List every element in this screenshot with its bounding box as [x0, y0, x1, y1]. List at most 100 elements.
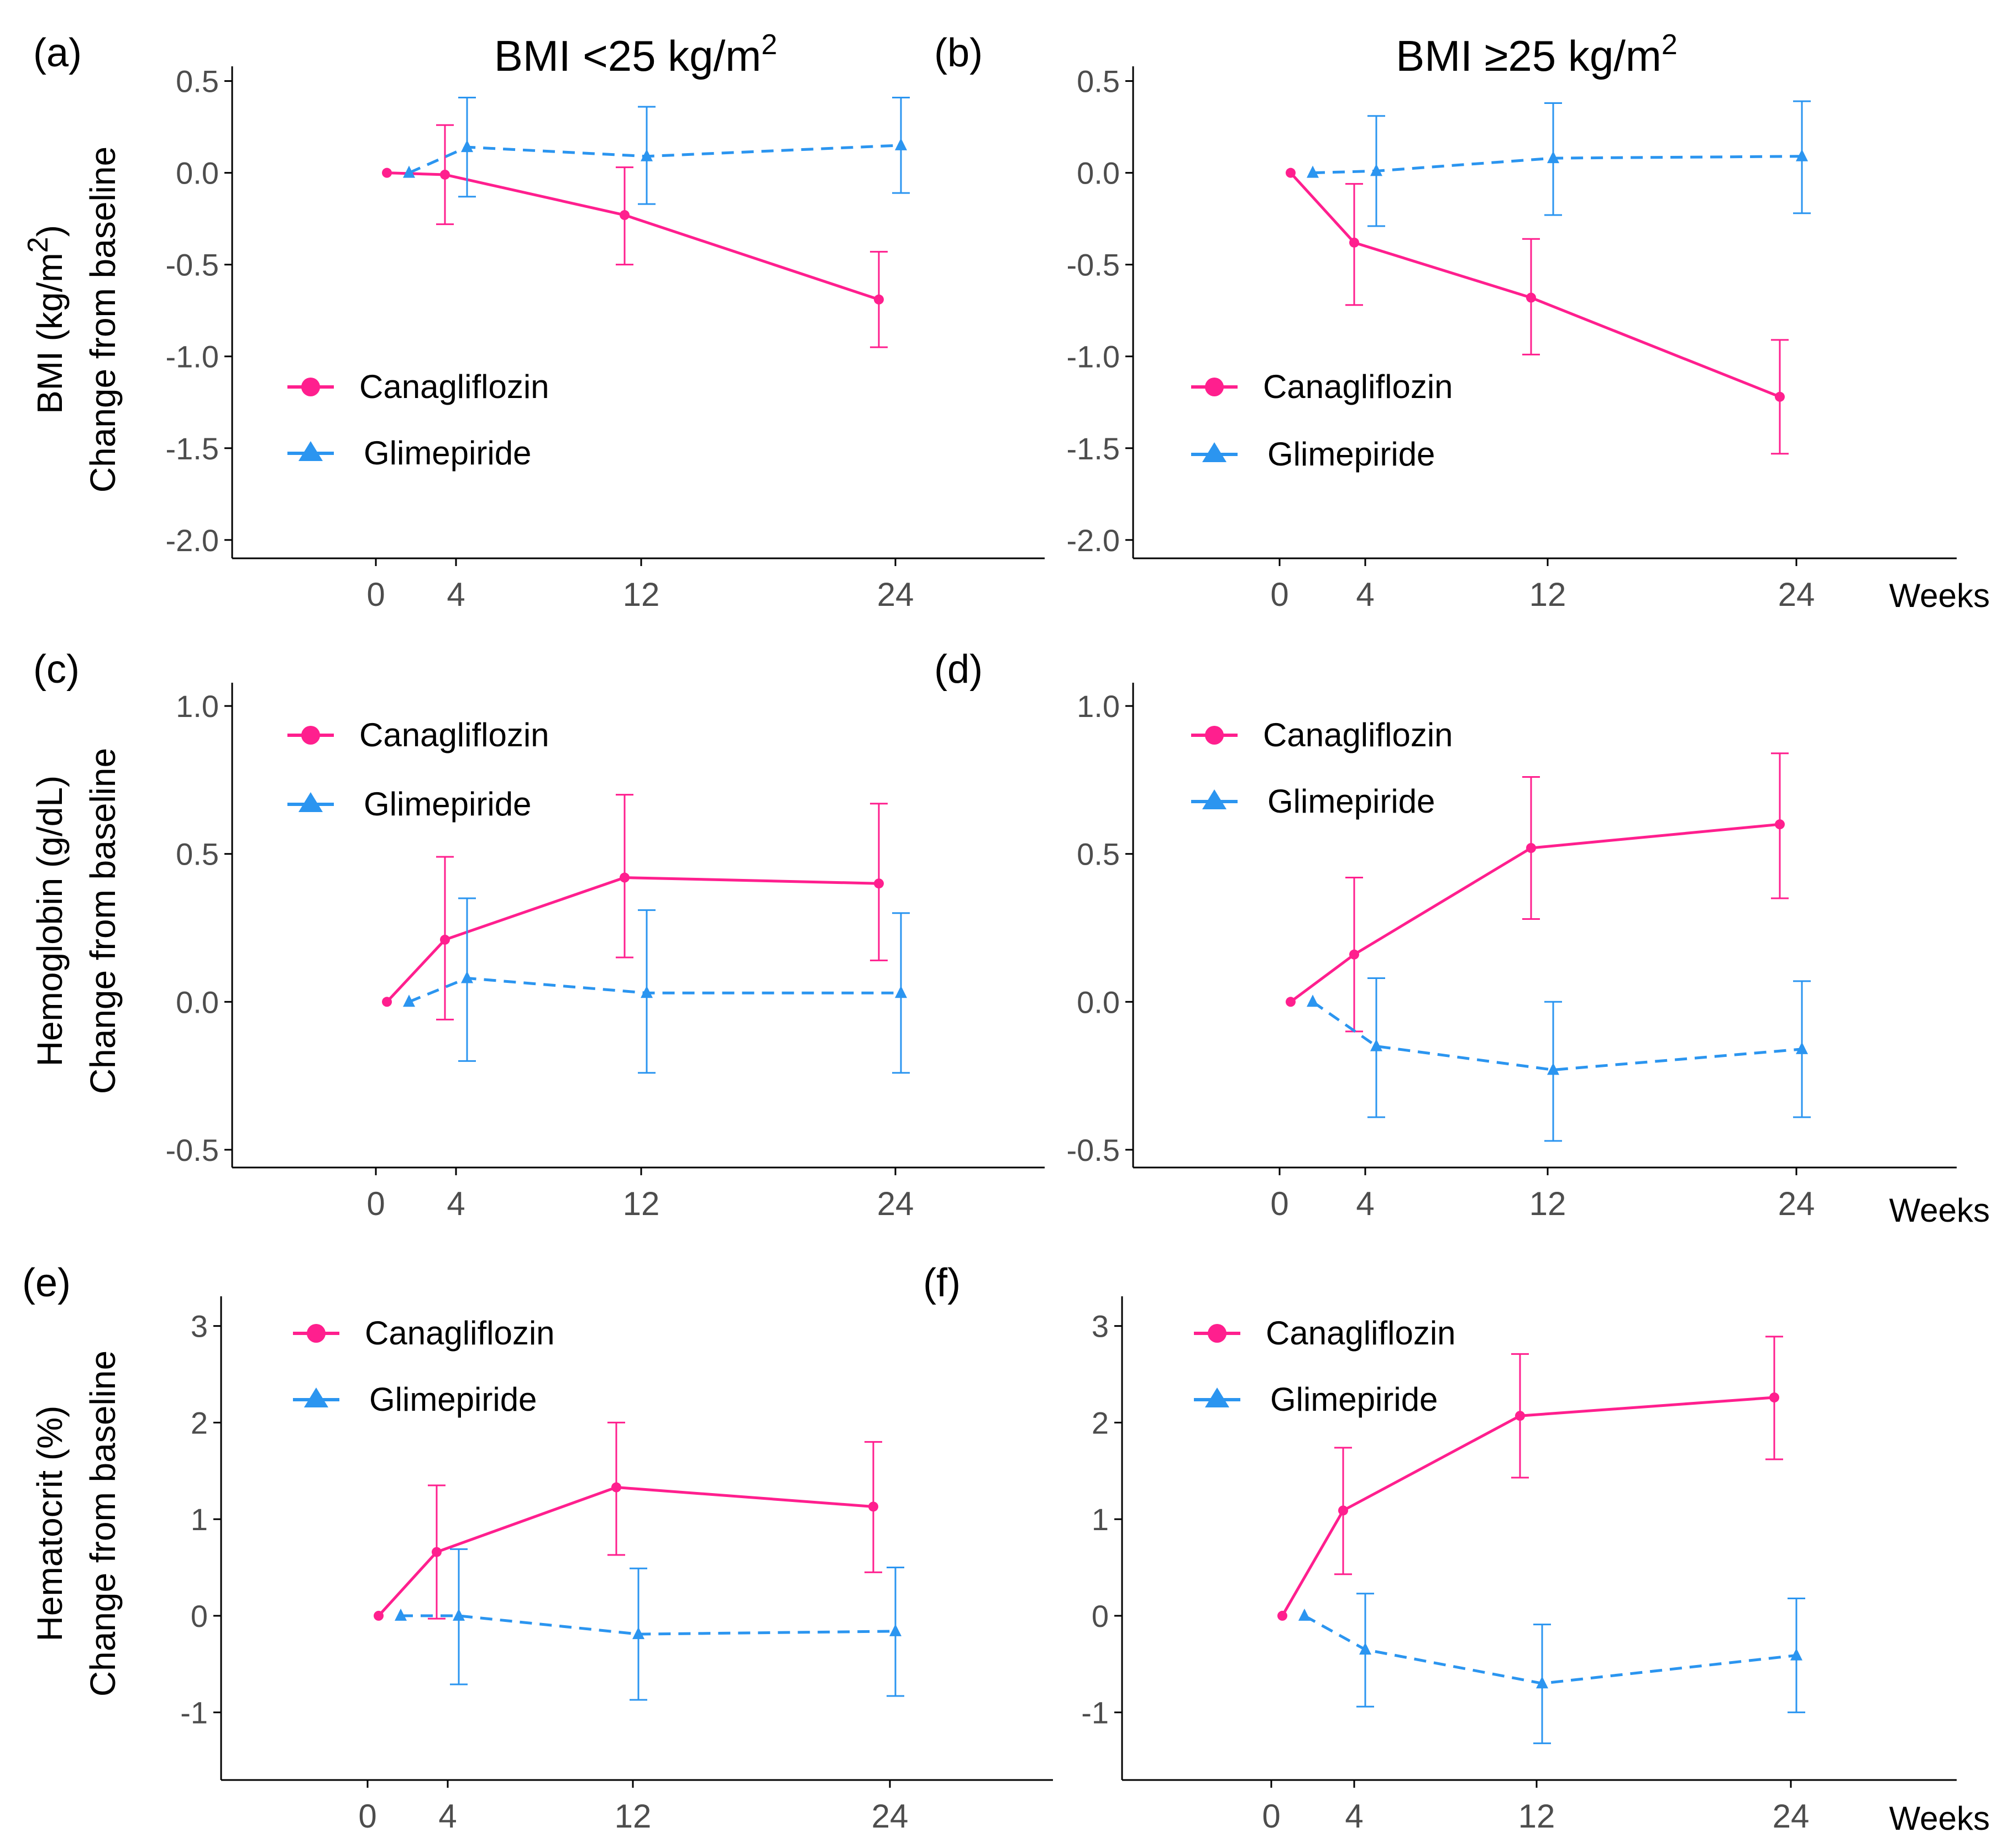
glimepiride-series-line [401, 1614, 896, 1636]
legend: Canagliflozin Glimepiride [1191, 368, 1453, 473]
canagliflozin-point [611, 1482, 621, 1493]
panel-d: (d) 1.0 0.5 0.0 -0.5 0 4 12 24 Canagliflozin Glime… [934, 647, 1957, 1222]
canagliflozin-point [1769, 1392, 1779, 1402]
legend-label-canagliflozin: Canagliflozin [365, 1315, 555, 1352]
glimepiride-point [641, 986, 653, 998]
y-tick-label: -1 [180, 1695, 208, 1730]
row-ylabel-hemoglobin: Hemoglobin (g/dL) Change from baseline [30, 748, 123, 1094]
canagliflozin-point [1526, 843, 1536, 853]
legend-label-glimepiride: Glimepiride [1267, 783, 1435, 820]
svg-text:Hematocrit (%): Hematocrit (%) [30, 1406, 70, 1642]
y-tick-label: 0.0 [1077, 985, 1120, 1019]
canagliflozin-point [382, 167, 392, 178]
legend-triangle-icon [304, 1388, 328, 1407]
svg-text:Change from baseline: Change from baseline [83, 1350, 123, 1697]
legend-circle-icon [301, 726, 320, 745]
y-tick-label: 1 [1092, 1502, 1109, 1537]
glimepiride-point [1298, 1608, 1311, 1621]
y-tick-label: -1 [1081, 1695, 1109, 1730]
panel-a: (a) 0.5 0.0 -0.5 -1.0 -1.5 -2.0 0 4 12 24 Canaglifl… [33, 31, 1045, 613]
y-tick-label: 0 [191, 1599, 208, 1634]
x-tick-label: 0 [358, 1798, 376, 1835]
canagliflozin-point [620, 210, 630, 221]
y-tick-label: -1.5 [1067, 431, 1120, 466]
y-tick-label: -0.5 [166, 1133, 219, 1168]
column-title-right: BMI ≥25 kg/m2 [1396, 29, 1678, 80]
y-tick-label: 0.0 [176, 985, 219, 1019]
canagliflozin-series-line [386, 876, 879, 1003]
canagliflozin-point [1775, 819, 1785, 830]
x-tick-label: 4 [1345, 1798, 1363, 1835]
canagliflozin-point [874, 878, 884, 889]
weeks-label-row2: Weeks [1889, 1192, 1990, 1229]
legend: Canagliflozin Glimepiride [1191, 716, 1453, 820]
panel-label: (b) [934, 31, 983, 75]
panel-f: (f) 3 2 1 0 -1 0 4 12 24 Canagliflozin Glimepiride [923, 1261, 1957, 1835]
y-tick-label: 3 [1092, 1309, 1109, 1344]
x-tick-label: 24 [877, 1185, 914, 1222]
canagliflozin-series-line [378, 1485, 874, 1617]
legend-label-glimepiride: Glimepiride [1267, 436, 1435, 473]
y-tick-label: 1.0 [176, 689, 219, 724]
x-tick-label: 0 [366, 576, 385, 613]
panel-label: (a) [33, 31, 82, 75]
legend: Canagliflozin Glimepiride [287, 368, 549, 472]
weeks-label-row3: Weeks [1889, 1800, 1990, 1837]
y-tick-label: 0.5 [1077, 64, 1120, 99]
glimepiride-point [395, 1608, 407, 1621]
canagliflozin-series-line [1290, 823, 1780, 1003]
legend-circle-icon [1205, 378, 1224, 396]
x-tick-label: 4 [1356, 1185, 1374, 1222]
glimepiride-point [403, 994, 415, 1007]
x-tick-label: 24 [1778, 576, 1815, 613]
legend-label-glimepiride: Glimepiride [364, 434, 531, 472]
canagliflozin-point [1775, 391, 1785, 402]
legend-item-canagliflozin: Canagliflozin [287, 716, 549, 753]
x-tick-label: 4 [447, 1185, 465, 1222]
canagliflozin-point [874, 294, 884, 305]
glimepiride-point [632, 1627, 644, 1640]
x-tick-label: 0 [366, 1185, 385, 1222]
y-tick-label: 0.0 [1077, 156, 1120, 191]
glimepiride-point [1307, 994, 1319, 1007]
canagliflozin-point [1277, 1610, 1287, 1621]
canagliflozin-series-line [386, 171, 879, 301]
glimepiride-series-line [1312, 1001, 1802, 1071]
glimepiride-point [1536, 1676, 1548, 1689]
canagliflozin-point [374, 1610, 384, 1621]
legend-label-glimepiride: Glimepiride [369, 1381, 537, 1418]
y-tick-label: -2.0 [166, 523, 219, 558]
y-tick-label: 0.0 [176, 156, 219, 191]
glimepiride-point [641, 149, 653, 161]
legend-label-canagliflozin: Canagliflozin [1263, 368, 1453, 405]
canagliflozin-point [1286, 167, 1296, 178]
glimepiride-series-line [1303, 1614, 1797, 1685]
glimepiride-point [1307, 165, 1319, 178]
canagliflozin-series-line [1290, 171, 1780, 399]
svg-text:BMI (kg/m2): BMI (kg/m2) [22, 225, 70, 414]
glimepiride-point [1790, 1648, 1802, 1661]
legend-item-glimepiride: Glimepiride [287, 786, 531, 823]
panel-label: (c) [33, 647, 80, 692]
legend-item-glimepiride: Glimepiride [1191, 783, 1435, 820]
glimepiride-point [453, 1608, 465, 1621]
glimepiride-series-line [1312, 155, 1802, 175]
legend-label-canagliflozin: Canagliflozin [1266, 1315, 1456, 1352]
canagliflozin-point [432, 1547, 442, 1557]
glimepiride-point [895, 138, 907, 150]
legend-triangle-icon [1202, 789, 1227, 809]
glimepiride-point [1796, 149, 1808, 161]
y-tick-label: 0 [1092, 1599, 1109, 1634]
weeks-label-row1: Weeks [1889, 577, 1990, 614]
canagliflozin-point [1286, 997, 1296, 1007]
row-ylabel-hematocrit: Hematocrit (%) Change from baseline [30, 1350, 123, 1697]
x-tick-label: 24 [872, 1798, 909, 1835]
glimepiride-point [895, 986, 907, 998]
y-tick-label: 2 [1092, 1405, 1109, 1440]
y-tick-label: -1.0 [1067, 339, 1120, 374]
y-tick-label: 0.5 [176, 64, 219, 99]
canagliflozin-point [440, 169, 450, 180]
y-tick-label: -2.0 [1067, 523, 1120, 558]
svg-text:Hemoglobin (g/dL): Hemoglobin (g/dL) [30, 776, 70, 1067]
glimepiride-point [1547, 151, 1559, 164]
